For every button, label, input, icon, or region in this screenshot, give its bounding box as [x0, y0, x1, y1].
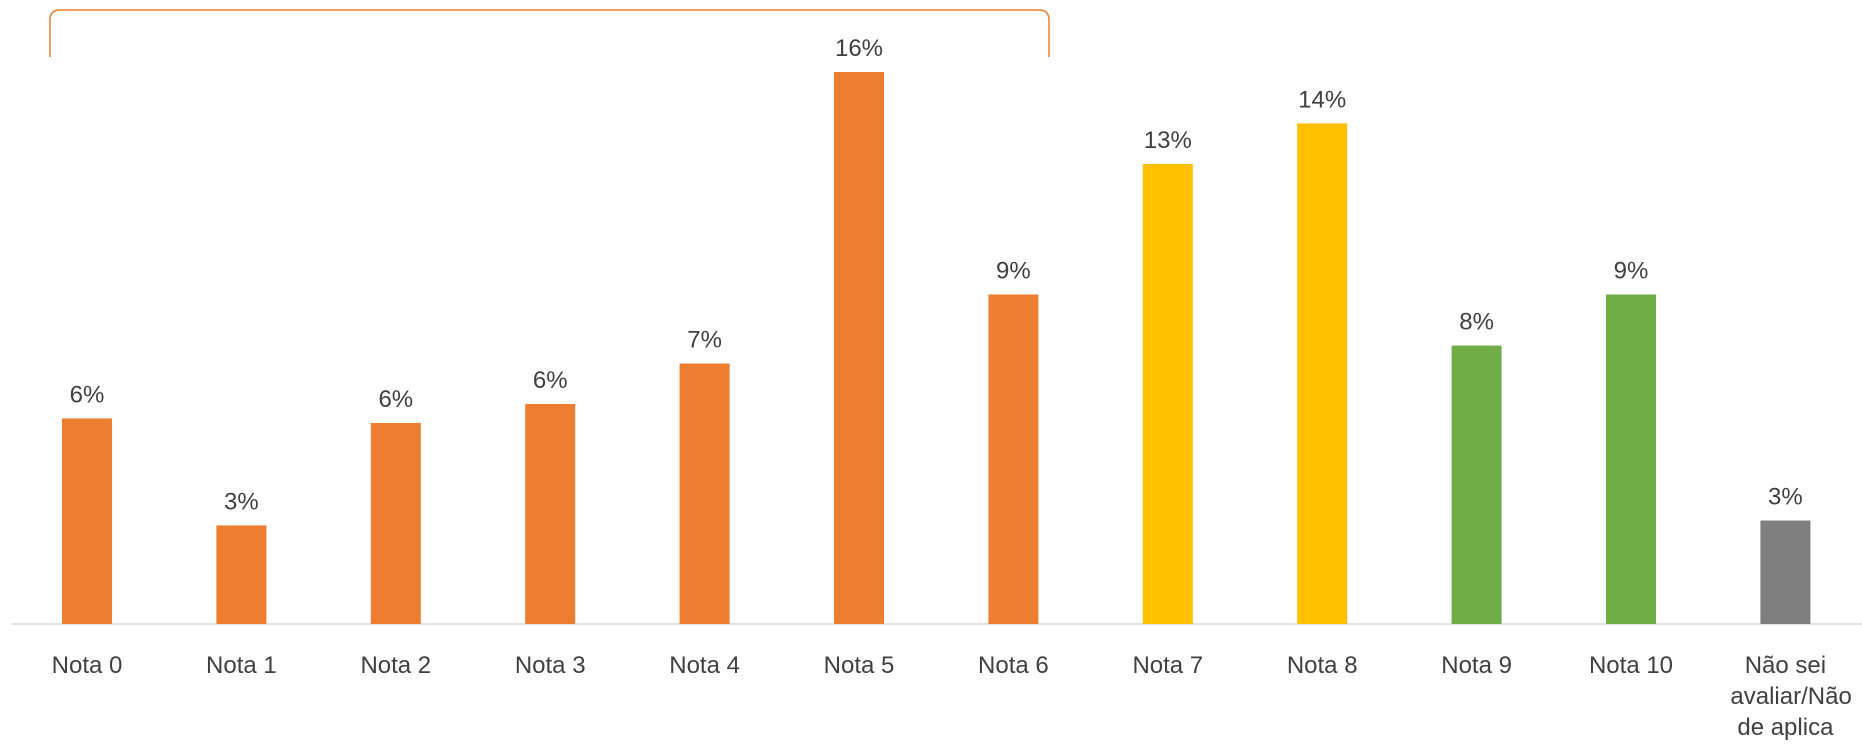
value-label: 6%	[378, 386, 413, 413]
value-label: 8%	[1459, 309, 1494, 336]
bar	[370, 422, 421, 624]
value-label: 16%	[835, 35, 883, 62]
value-label: 3%	[224, 488, 259, 515]
x-tick-label: Nota 7	[1132, 652, 1204, 679]
value-label: 9%	[996, 257, 1031, 284]
bar	[834, 72, 884, 624]
bar	[216, 525, 267, 624]
value-label: 3%	[1768, 484, 1803, 511]
bar	[1142, 163, 1193, 624]
x-tick-label: Nota 4	[669, 652, 740, 679]
bar	[62, 418, 112, 624]
value-label: 9%	[1614, 257, 1649, 284]
x-tick-label: Não sei avaliar/Não de aplica	[1730, 652, 1852, 741]
bar	[1297, 123, 1348, 625]
bar	[525, 403, 576, 624]
x-tick-label: Nota 5	[823, 652, 895, 679]
bracket	[49, 9, 1050, 57]
value-label: 14%	[1298, 86, 1346, 113]
x-tick-label: Nota 8	[1286, 652, 1358, 679]
x-tick-label: Nota 2	[360, 652, 432, 679]
x-tick-label: Nota 1	[206, 652, 277, 679]
bar	[1760, 520, 1811, 624]
bar	[988, 294, 1039, 624]
bar	[1451, 345, 1502, 624]
x-tick-label: Nota 9	[1441, 652, 1512, 679]
x-tick-label: Nota 10	[1588, 652, 1674, 679]
x-tick-label: Nota 0	[51, 652, 123, 679]
x-tick-label: Nota 6	[978, 652, 1049, 679]
bar	[679, 363, 730, 624]
x-tick-label: Nota 3	[514, 652, 586, 679]
value-label: 6%	[70, 381, 105, 408]
value-label: 13%	[1144, 127, 1192, 154]
value-label: 6%	[533, 367, 568, 394]
value-label: 7%	[687, 326, 722, 353]
bar	[1606, 294, 1656, 624]
